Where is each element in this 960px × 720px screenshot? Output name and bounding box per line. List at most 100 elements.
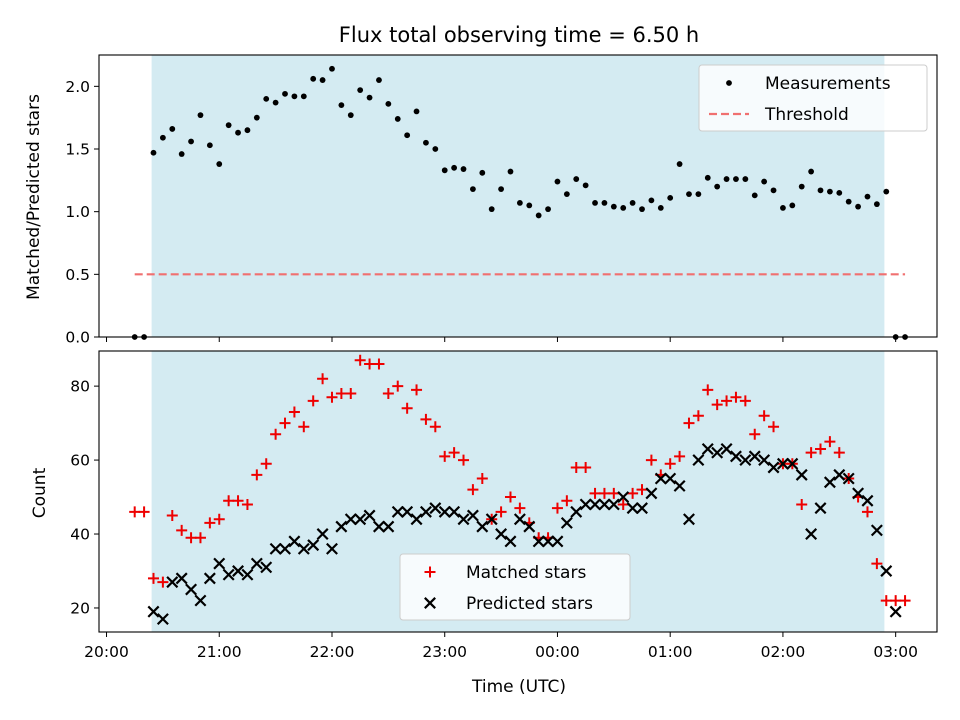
predicted-star-point <box>457 513 470 526</box>
matched-star-point <box>561 495 573 507</box>
predicted-star-point <box>175 572 188 585</box>
matched-star-point <box>232 495 244 507</box>
matched-star-point <box>223 495 235 507</box>
predicted-star-point <box>513 513 526 526</box>
measurement-point <box>310 75 317 82</box>
measurement-point <box>347 112 354 119</box>
measurement-point <box>573 176 580 182</box>
matched-star-point <box>373 358 385 370</box>
measurement-point <box>216 161 223 167</box>
measurement-point <box>620 205 627 211</box>
measurement-point <box>206 142 213 149</box>
measurement-point <box>197 112 204 119</box>
x-tick-label: 23:00 <box>422 643 467 661</box>
predicted-star-point <box>147 605 160 618</box>
matched-star-point <box>551 502 563 514</box>
x-tick-label: 02:00 <box>761 643 806 661</box>
measurement-point <box>404 132 411 139</box>
measurement-point <box>864 193 871 200</box>
measurement-point <box>272 99 279 106</box>
measurement-point <box>629 199 636 206</box>
matched-star-point <box>307 395 319 407</box>
measurement-point <box>554 178 561 185</box>
x-axis-label: Time (UTC) <box>471 677 566 697</box>
measurement-point <box>751 192 758 199</box>
matched-star-point <box>636 484 648 496</box>
measurement-point <box>657 205 664 211</box>
measurement-point <box>723 176 730 182</box>
predicted-star-point <box>758 454 771 467</box>
measurement-point <box>808 168 815 175</box>
matched-star-point <box>683 417 695 429</box>
measurement-point <box>441 167 448 174</box>
measurement-point <box>704 174 711 181</box>
predicted-star-point <box>466 509 479 522</box>
measurement-point <box>235 129 241 136</box>
predicted-star-point <box>880 565 893 577</box>
matched-star-point <box>129 506 141 518</box>
measurement-point <box>714 183 721 190</box>
measurement-point <box>526 202 533 209</box>
predicted-star-point <box>570 505 583 518</box>
top-legend: Measurements Threshold <box>698 64 928 132</box>
predicted-star-point <box>401 505 414 518</box>
y-tick-label: 0.0 <box>65 329 90 347</box>
measurement-point <box>883 188 890 195</box>
x-tick-label: 03:00 <box>873 643 918 661</box>
predicted-star-point <box>410 513 423 526</box>
predicted-star-point <box>889 605 902 618</box>
measurement-point <box>460 166 467 172</box>
predicted-star-point <box>476 520 489 533</box>
measurement-point <box>733 176 739 182</box>
predicted-star-point <box>203 572 216 585</box>
measurement-point <box>282 90 288 97</box>
measurement-point <box>357 87 364 93</box>
matched-star-point <box>467 484 479 496</box>
y-tick-label: 20 <box>70 599 90 617</box>
predicted-star-point <box>542 535 555 548</box>
y-tick-label: 0.5 <box>65 266 90 284</box>
measurement-point <box>507 168 514 175</box>
matched-star-point <box>411 384 423 396</box>
predicted-star-point <box>823 476 836 489</box>
x-tick-label: 21:00 <box>197 643 242 661</box>
measurement-point <box>291 93 298 100</box>
bottom-legend: Matched stars Predicted stars <box>399 553 631 621</box>
y-tick-label: 60 <box>70 452 90 470</box>
matched-star-point <box>326 391 338 403</box>
y-tick-label: 2.0 <box>65 78 90 96</box>
measurement-point <box>535 212 542 219</box>
y-tick-label: 40 <box>70 526 90 544</box>
predicted-star-point <box>842 472 855 485</box>
legend-label: Threshold <box>764 105 849 125</box>
axes-frame <box>98 54 938 338</box>
matched-star-point <box>608 487 620 499</box>
top-panel: 0.0 0.5 1.0 1.5 2.0 Measurements Threshold <box>65 54 938 347</box>
predicted-star-point <box>354 513 367 526</box>
measurement-point <box>300 93 307 100</box>
matched-star-point <box>805 447 817 459</box>
matched-star-point <box>392 380 404 392</box>
measurement-point <box>563 191 570 198</box>
legend-label: Predicted stars <box>466 594 593 614</box>
matched-star-point <box>260 458 272 470</box>
axes-frame <box>98 350 938 633</box>
measurement-point <box>789 202 796 209</box>
matched-star-point <box>288 406 300 418</box>
x-tick-label: 22:00 <box>310 643 355 661</box>
predicted-star-point <box>814 502 827 515</box>
matched-star-point <box>476 473 488 485</box>
predicted-star-point <box>194 594 207 607</box>
predicted-star-point <box>382 520 395 533</box>
predicted-star-point <box>335 520 348 533</box>
measurement-point <box>601 199 608 206</box>
legend-predicted-marker <box>424 597 436 609</box>
matched-star-point <box>627 487 639 499</box>
x-tick-label: 20:00 <box>84 643 129 661</box>
matched-star-point <box>598 487 610 499</box>
matched-star-point <box>749 428 761 440</box>
predicted-star-point <box>786 457 799 470</box>
predicted-star-point <box>729 450 742 463</box>
matched-star-point <box>871 558 883 570</box>
matched-star-point <box>711 399 723 411</box>
